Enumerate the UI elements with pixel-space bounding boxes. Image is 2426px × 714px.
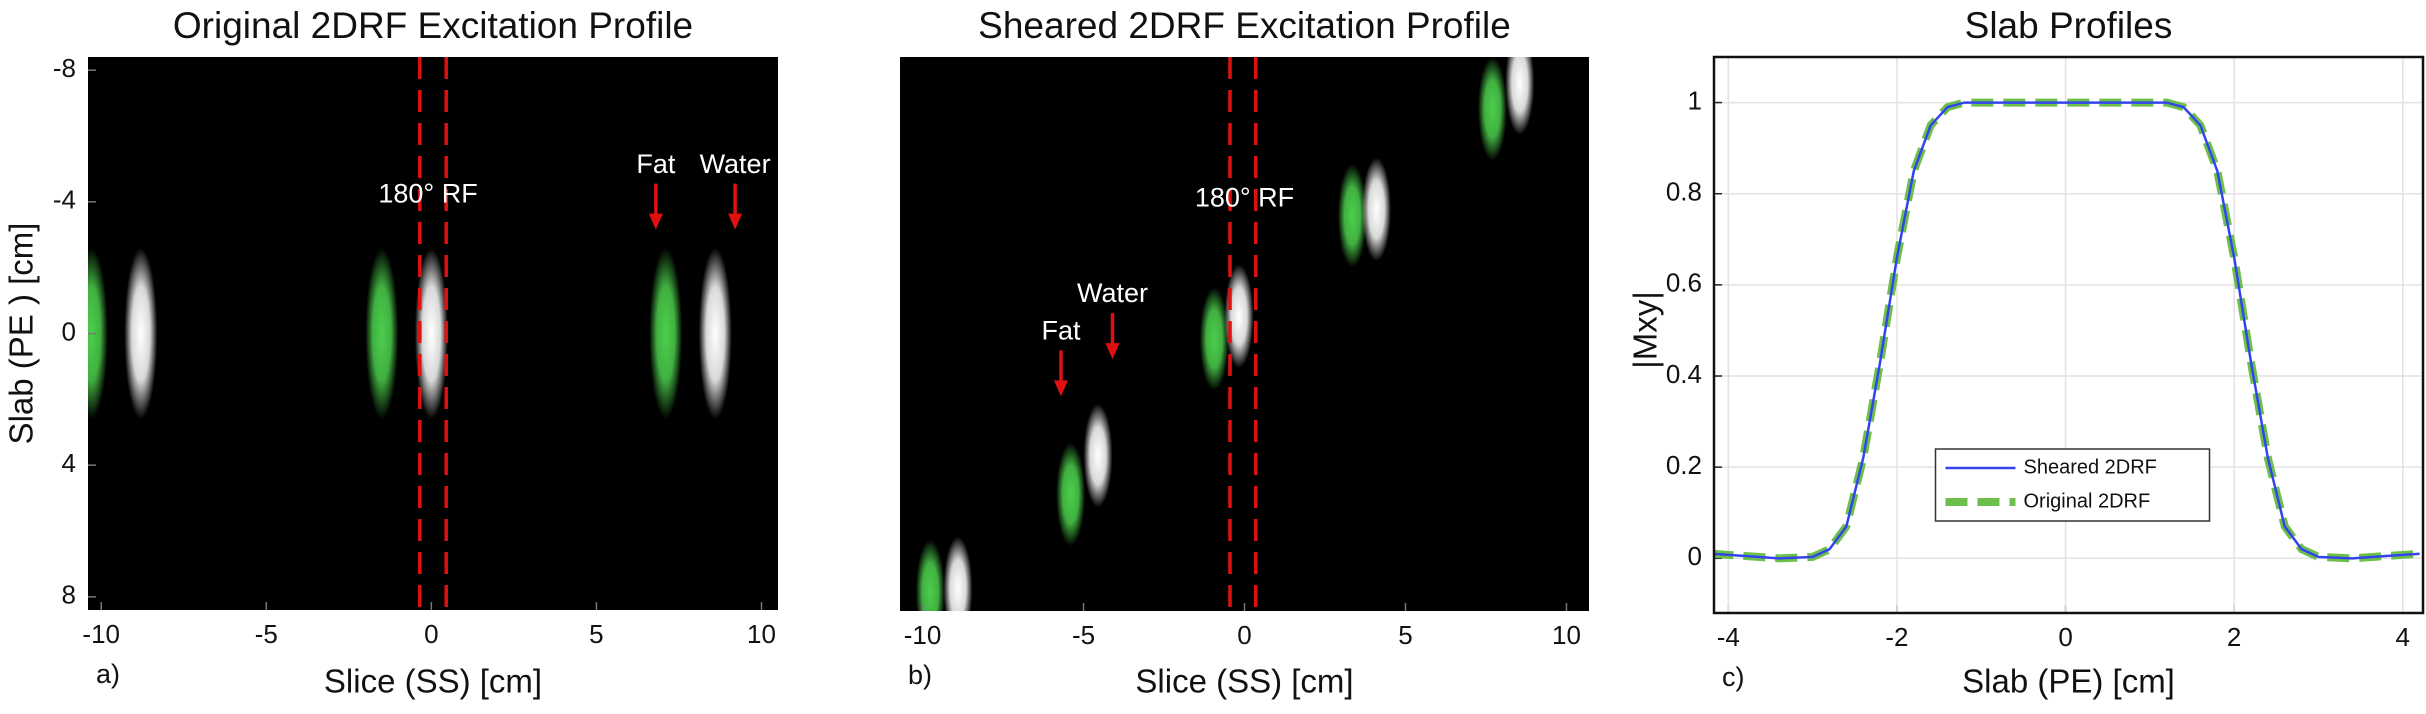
blob xyxy=(943,536,973,611)
blob xyxy=(698,247,732,420)
y-tick-label: 0 xyxy=(1688,541,1702,571)
blob xyxy=(1083,403,1113,508)
x-tick-label: 2 xyxy=(2227,622,2241,652)
x-tick-label: -10 xyxy=(904,620,942,650)
plot-lines xyxy=(1714,98,2420,563)
x-tick-label: 0 xyxy=(2058,622,2072,652)
blob xyxy=(88,247,108,420)
x-tick-label: 10 xyxy=(747,619,776,649)
x-tick-label: -5 xyxy=(1072,620,1095,650)
y-tick-label: 0.6 xyxy=(1666,268,1702,298)
x-tick-label: 0 xyxy=(424,619,438,649)
y-tick-label: -4 xyxy=(53,185,76,215)
y-tick-label: 0 xyxy=(62,316,76,346)
legend-box xyxy=(1934,448,2211,522)
annotation: Fat xyxy=(636,149,676,179)
y-tick-label: 0.4 xyxy=(1666,359,1702,389)
x-tick-label: 4 xyxy=(2396,622,2410,652)
plot-frame xyxy=(1712,55,2425,615)
panel-label: b) xyxy=(908,660,932,690)
chart-title: Slab Profiles xyxy=(1965,5,2173,46)
x-tick-label: -2 xyxy=(1885,622,1908,652)
x-axis-label: Slab (PE) [cm] xyxy=(1962,663,2175,700)
annotation: Fat xyxy=(1041,316,1081,346)
y-axis-label: Slab (PE ) [cm] xyxy=(3,223,40,445)
annotation: 180° RF xyxy=(1195,183,1294,213)
y-tick-label: 0.8 xyxy=(1666,177,1702,207)
y-tick-label: 8 xyxy=(62,580,76,610)
blob xyxy=(124,247,158,420)
image-content xyxy=(88,57,732,610)
x-tick-label: 5 xyxy=(1398,620,1412,650)
x-tick-label: 0 xyxy=(1237,620,1251,650)
x-tick-label: 10 xyxy=(1552,620,1581,650)
arrow-head xyxy=(1053,380,1068,397)
x-axis-label: Slice (SS) [cm] xyxy=(324,663,542,700)
chart-title: Sheared 2DRF Excitation Profile xyxy=(978,5,1511,46)
blob xyxy=(1362,157,1391,262)
blob xyxy=(414,247,448,420)
blob xyxy=(1337,163,1367,268)
y-axis-label: |Mxy| xyxy=(1627,291,1664,369)
arrow-head xyxy=(1105,343,1120,360)
blob xyxy=(1199,287,1229,391)
panel-label: c) xyxy=(1722,662,1745,692)
x-tick-label: -10 xyxy=(82,619,120,649)
legend-label: Sheared 2DRF xyxy=(2024,456,2157,478)
arrow-head xyxy=(728,213,743,230)
blob xyxy=(1056,442,1086,547)
series-line xyxy=(1714,101,2420,560)
panel-label: a) xyxy=(96,659,120,689)
x-axis-label: Slice (SS) [cm] xyxy=(1135,663,1353,700)
y-tick-label: 4 xyxy=(62,448,76,478)
legend-label: Original 2DRF xyxy=(2024,490,2151,512)
blob xyxy=(1224,264,1254,369)
annotation: Water xyxy=(1077,278,1148,308)
blob xyxy=(365,247,399,420)
chart-title: Original 2DRF Excitation Profile xyxy=(173,5,693,46)
x-tick-label: 5 xyxy=(589,619,603,649)
image-content xyxy=(915,57,1535,611)
annotation: Water xyxy=(700,149,771,179)
arrow-head xyxy=(648,213,663,230)
x-tick-label: -5 xyxy=(255,619,278,649)
blob xyxy=(915,539,945,611)
x-tick-label: -4 xyxy=(1717,622,1740,652)
y-tick-label: 0.2 xyxy=(1666,450,1702,480)
annotation: 180° RF xyxy=(378,178,477,208)
blob xyxy=(649,247,683,420)
blob xyxy=(1505,57,1535,135)
blob xyxy=(1477,57,1507,161)
y-tick-label: 1 xyxy=(1688,85,1702,115)
y-tick-label: -8 xyxy=(53,53,76,83)
